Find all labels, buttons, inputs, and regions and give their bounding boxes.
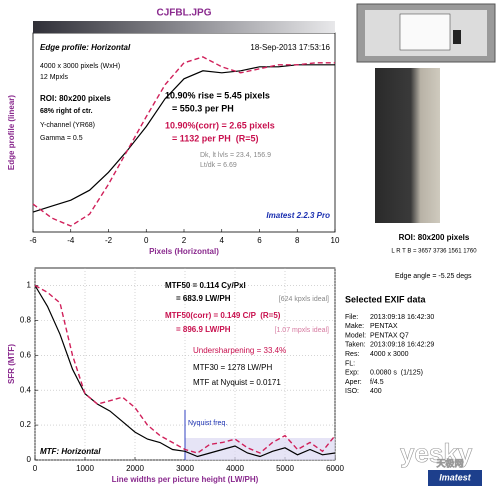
- y-tick-label: 0.8: [20, 315, 32, 324]
- exif-value: f/4.5: [370, 379, 384, 386]
- exif-value: 2013:09:18 16:42:29: [370, 342, 434, 349]
- x-axis-label: Line widths per picture height (LW/PH): [112, 475, 259, 484]
- x-tick-label: 0: [144, 236, 149, 245]
- x-tick-label: 6: [257, 236, 262, 245]
- exif-value: 4000 x 3000: [370, 351, 409, 358]
- chart: -6 -4 -2 0 2 4 6 8 10 Pixels (Horizontal) Edge pro…: [7, 32, 340, 256]
- x-tick-label: 1000: [76, 464, 94, 473]
- exif-key: Make:: [345, 323, 364, 330]
- exif-key: FL:: [345, 360, 355, 367]
- y-tick-label: 0.4: [20, 385, 32, 394]
- series-line: [32, 56, 335, 227]
- annotation: Undersharpening = 33.4%: [193, 346, 286, 355]
- file-title: CJFBL.JPG: [156, 8, 211, 19]
- exif-value: 0.0080 s (1/125): [370, 370, 423, 377]
- annotation: 4000 x 3000 pixels (WxH): [40, 63, 120, 70]
- exif-value: 2013:09:18 16:42:30: [370, 314, 434, 321]
- exif-key: Taken:: [345, 342, 366, 349]
- annotation: = 550.3 per PH: [172, 103, 234, 113]
- x-tick-label: -6: [29, 236, 37, 245]
- annotation: Dk, lt lvls = 23.4, 156.9: [200, 152, 271, 159]
- exif-value: PENTAX: [370, 323, 398, 330]
- x-tick-label: 4: [220, 236, 225, 245]
- exif-table: File: 2013:09:18 16:42:30 Make: PENTAX Model…: [345, 314, 434, 395]
- x-tick-label: 5000: [276, 464, 294, 473]
- x-tick-label: -2: [105, 236, 113, 245]
- annotation: MTF30 = 1278 LW/PH: [193, 363, 272, 372]
- x-tick-label: -4: [67, 236, 75, 245]
- annotation: Y-channel (YR68): [40, 122, 95, 129]
- annotation: 18-Sep-2013 17:53:16: [250, 43, 330, 52]
- y-axis-label: Edge profile (linear): [7, 95, 16, 170]
- x-tick-label: 10: [331, 236, 340, 245]
- annotation: Imatest 2.2.3 Pro: [266, 211, 330, 220]
- exif-title: Selected EXIF data: [345, 294, 427, 304]
- roi-coords: L R T B = 3657 3736 1561 1760: [391, 249, 477, 255]
- annotation: 10.90% rise = 5.45 pixels: [165, 90, 270, 100]
- annotation: 10.90%(corr) = 2.65 pixels: [165, 120, 275, 130]
- annotation: [1.07 mpxls ideal]: [275, 327, 330, 334]
- x-axis-label: Pixels (Horizontal): [149, 247, 219, 256]
- y-tick-label: 0.6: [20, 350, 32, 359]
- annotation: ROI: 80x200 pixels: [40, 94, 111, 103]
- edge-strip: [33, 21, 335, 33]
- chart-thumbnail-center: [399, 13, 451, 51]
- y-axis-label: SFR (MTF): [7, 344, 16, 384]
- exif-key: ISO:: [345, 388, 359, 395]
- chart: 0 1000 2000 3000 4000 5000 6000 0 0.2 0.4 0.6 0.8 1 N…: [7, 267, 344, 484]
- annotation: MTF: Horizontal: [40, 447, 101, 456]
- logo-box: [428, 470, 482, 486]
- nyquist-label: Nyquist freq.: [188, 420, 227, 427]
- x-tick-label: 3000: [176, 464, 194, 473]
- annotation: Lt/dk = 6.69: [200, 162, 237, 169]
- annotation: MTF at Nyquist = 0.0171: [193, 378, 281, 387]
- annotation: MTF50 = 0.114 Cy/Pxl: [165, 281, 246, 290]
- x-tick-label: 2: [182, 236, 187, 245]
- x-tick-label: 8: [295, 236, 300, 245]
- exif-key: Model:: [345, 332, 366, 339]
- x-tick-label: 0: [33, 464, 38, 473]
- logo: Imatest: [439, 472, 472, 482]
- roi-marker: [453, 30, 461, 44]
- y-tick-label: 1: [27, 281, 32, 290]
- x-tick-label: 4000: [226, 464, 244, 473]
- annotation: [624 kpxls ideal]: [279, 296, 329, 303]
- annotation: 12 Mpxls: [40, 74, 69, 81]
- y-tick-label: 0: [27, 455, 32, 464]
- annotation: = 1132 per PH (R=5): [172, 133, 259, 143]
- exif-value: 400: [370, 388, 382, 395]
- annotation: 68% right of ctr.: [40, 108, 93, 115]
- annotation: Gamma = 0.5: [40, 135, 83, 142]
- roi-image: [375, 68, 440, 223]
- annotation: = 683.9 LW/PH: [176, 294, 231, 303]
- edge-angle: Edge angle = -5.25 degs: [395, 273, 472, 280]
- watermark-sub: 天极网: [436, 457, 463, 468]
- exif-key: File:: [345, 314, 358, 321]
- exif-key: Res:: [345, 351, 359, 358]
- exif-key: Exp:: [345, 370, 359, 377]
- roi-title: ROI: 80x200 pixels: [399, 233, 470, 242]
- y-tick-label: 0.2: [20, 420, 32, 429]
- x-tick-label: 2000: [126, 464, 144, 473]
- x-tick-label: 6000: [326, 464, 344, 473]
- series-line: [32, 64, 335, 213]
- watermark: yesky: [400, 438, 473, 468]
- annotation: MTF50(corr) = 0.149 C/P (R=5): [165, 311, 281, 320]
- annotation: = 896.9 LW/PH: [176, 325, 231, 334]
- exif-key: Aper:: [345, 379, 362, 386]
- exif-value: PENTAX Q7: [370, 332, 409, 339]
- series-line: [34, 284, 336, 454]
- annotation: Edge profile: Horizontal: [40, 43, 131, 52]
